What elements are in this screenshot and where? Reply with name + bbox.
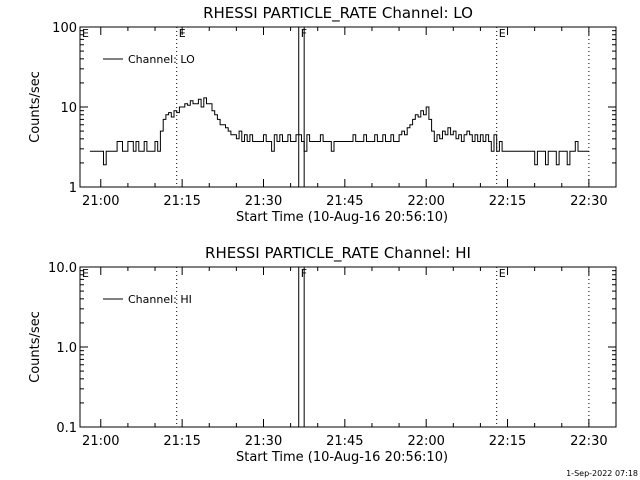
x-tick-label: 22:15 — [489, 434, 526, 449]
event-marker-label: E — [499, 27, 506, 40]
edge-event-label: E — [82, 27, 89, 40]
x-tick-label: 21:15 — [163, 194, 200, 209]
x-tick-label: 22:00 — [407, 194, 444, 209]
x-tick-label: 21:45 — [326, 194, 363, 209]
chart-hi-channel: RHESSI PARTICLE_RATE Channel: HI 0.1 1.0 10… — [28, 244, 617, 465]
footer-timestamp: 1-Sep-2022 07:18 — [566, 469, 638, 478]
event-marker-label: E — [499, 267, 506, 280]
y-tick-label: 100 — [52, 21, 77, 36]
legend-label: Channel: LO — [128, 53, 195, 66]
y-tick-label: 1.0 — [56, 341, 77, 356]
x-tick-label: 21:30 — [245, 194, 282, 209]
y-tick-label: 1 — [69, 181, 77, 196]
edge-event-label: E — [82, 267, 89, 280]
chart-title: RHESSI PARTICLE_RATE Channel: LO — [203, 4, 473, 23]
x-tick-label: 22:00 — [407, 434, 444, 449]
x-tick-label: 22:30 — [570, 434, 607, 449]
x-tick-label: 21:00 — [82, 434, 119, 449]
chart-title: RHESSI PARTICLE_RATE Channel: HI — [205, 244, 471, 263]
x-axis-label: Start Time (10-Aug-16 20:56:10) — [236, 210, 448, 225]
chart-lo-channel: RHESSI PARTICLE_RATE Channel: LO 1 10 100 21… — [28, 4, 617, 225]
y-tick-label: 0.1 — [56, 421, 77, 436]
x-tick-label: 21:30 — [245, 434, 282, 449]
y-axis-label: Counts/sec — [28, 311, 43, 383]
x-tick-label: 22:30 — [570, 194, 607, 209]
event-marker-label: E — [179, 27, 186, 40]
legend-label: Channel: HI — [128, 293, 192, 306]
x-tick-label: 21:45 — [326, 434, 363, 449]
y-axis-label: Counts/sec — [28, 71, 43, 143]
x-tick-label: 21:15 — [163, 434, 200, 449]
y-tick-label: 10 — [60, 101, 77, 116]
x-tick-label: 22:15 — [489, 194, 526, 209]
x-axis-label: Start Time (10-Aug-16 20:56:10) — [236, 450, 448, 465]
y-tick-label: 10.0 — [48, 261, 77, 276]
x-tick-label: 21:00 — [82, 194, 119, 209]
series-line-0-0 — [89, 97, 589, 166]
